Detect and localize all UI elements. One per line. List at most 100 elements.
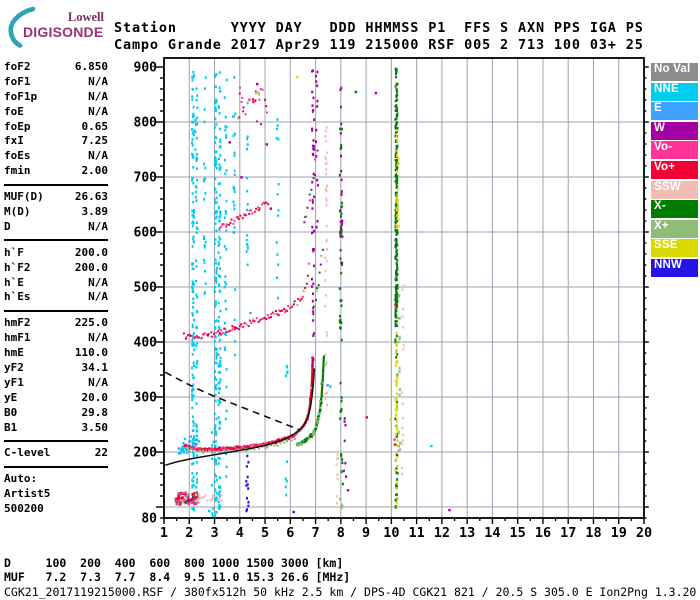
svg-text:500: 500: [134, 281, 158, 296]
svg-text:400: 400: [134, 336, 158, 351]
parameter-panel: foF2 6.850 foF1 N/A foF1p N/A foE N/A foEp 0.65 fx…: [4, 60, 108, 517]
param-row-foes: foEs N/A: [4, 149, 108, 164]
param-value: 0.65: [81, 119, 109, 133]
plot-ticks: [156, 66, 649, 524]
legend-item-no-val: No Val: [651, 63, 698, 81]
param-label: foEs: [4, 149, 31, 163]
svg-text:300: 300: [134, 391, 158, 406]
param-label: hmF1: [4, 331, 31, 345]
param-value: 3.89: [81, 205, 109, 219]
svg-text:3: 3: [210, 525, 218, 541]
param-label: M(D): [4, 205, 31, 219]
param-label: foE: [4, 104, 24, 118]
param-value: 22: [94, 446, 108, 460]
legend-item-vo-: Vo-: [651, 141, 698, 160]
param-row-hmf1: hmF1 N/A: [4, 331, 108, 346]
param-value: N/A: [88, 74, 108, 88]
param-label: foF1: [4, 74, 31, 88]
legend-item-e: E: [651, 102, 698, 121]
param-label: yF2: [4, 361, 24, 375]
param-row-yf2: yF2 34.1: [4, 361, 108, 376]
param-label: hmF2: [4, 316, 31, 330]
param-value: N/A: [88, 275, 108, 289]
param-row-mufd: MUF(D) 26.63: [4, 190, 108, 205]
param-label: fxI: [4, 134, 24, 148]
param-value: N/A: [88, 290, 108, 304]
param-row-hmf2: hmF2 225.0: [4, 316, 108, 331]
param-label: Auto:: [4, 472, 38, 486]
param-label: D: [4, 219, 11, 233]
param-row-ye: yE 20.0: [4, 391, 108, 406]
svg-text:16: 16: [535, 525, 551, 541]
svg-text:18: 18: [585, 525, 601, 541]
param-label: h`Es: [4, 290, 31, 304]
logo-lowell-text: Lowell: [68, 10, 105, 24]
param-value: 3.50: [81, 420, 109, 434]
legend-item-nnw: NNW: [651, 258, 698, 277]
svg-text:200: 200: [134, 446, 158, 461]
header-line2: Campo Grande 2017 Apr29 119 215000 RSF 0…: [114, 37, 644, 53]
svg-text:11: 11: [408, 525, 424, 541]
svg-text:17: 17: [560, 525, 576, 541]
param-label: h`F: [4, 245, 24, 259]
param-divider: [4, 183, 108, 186]
param-row-hf2: h`F2 200.0: [4, 261, 108, 276]
svg-text:15: 15: [510, 525, 526, 541]
param-value: N/A: [88, 375, 108, 389]
param-label: h`E: [4, 275, 24, 289]
param-row-hf: h`F 200.0: [4, 246, 108, 261]
legend-item-sse: SSE: [651, 239, 698, 258]
param-value: N/A: [88, 331, 108, 345]
param-label: foF2: [4, 60, 31, 73]
param-row-500200: 500200: [4, 502, 108, 517]
svg-text:2: 2: [185, 525, 193, 541]
svg-text:800: 800: [134, 116, 158, 131]
param-value: 110.0: [74, 346, 108, 360]
param-divider: [4, 439, 108, 442]
file-info-row: CGK21_2017119215000.RSF / 380fx512h 50 k…: [4, 585, 697, 599]
param-divider: [4, 465, 108, 468]
svg-text:12: 12: [434, 525, 450, 541]
param-label: C-level: [4, 446, 51, 460]
param-row-foep: foEp 0.65: [4, 120, 108, 135]
param-label: yE: [4, 390, 18, 404]
svg-text:20: 20: [636, 525, 652, 541]
svg-text:9: 9: [362, 525, 370, 541]
param-label: yF1: [4, 375, 24, 389]
svg-text:80: 80: [141, 512, 157, 527]
param-row-auto: Auto:: [4, 472, 108, 487]
legend-item-w: W: [651, 121, 698, 140]
param-row-artist5: Artist5: [4, 487, 108, 502]
logo-digisonde-text: DIGISONDE: [23, 24, 103, 40]
param-row-d: D N/A: [4, 220, 108, 235]
legend-item-vo-: Vo+: [651, 160, 698, 179]
param-value: N/A: [88, 104, 108, 118]
svg-text:10: 10: [383, 525, 399, 541]
param-label: B1: [4, 420, 18, 434]
param-value: 200.0: [74, 260, 108, 274]
param-label: foEp: [4, 119, 31, 133]
rfi-columns: [190, 67, 405, 517]
param-row-hes: h`Es N/A: [4, 290, 108, 305]
isolated-echo-dots: [207, 76, 451, 514]
echo-clusters: [174, 86, 269, 506]
param-row-fof2: foF2 6.850: [4, 60, 108, 75]
svg-text:14: 14: [484, 525, 500, 541]
muf-row: MUF 7.2 7.3 7.7 8.4 9.5 11.0 15.3 26.6 […: [4, 570, 351, 584]
svg-text:13: 13: [459, 525, 475, 541]
param-value: N/A: [88, 89, 108, 103]
echo-traces: [182, 149, 325, 455]
param-value: 34.1: [81, 361, 109, 375]
legend-item-x-: X-: [651, 200, 698, 219]
param-row-foe: foE N/A: [4, 105, 108, 120]
logo-arc-icon: [8, 6, 36, 48]
svg-text:7: 7: [312, 525, 320, 541]
echo-direction-legend: No Val NNE E W Vo- Vo+ SSW X- X+ SSE NNW: [651, 63, 698, 279]
param-value: N/A: [88, 149, 108, 163]
svg-text:1: 1: [160, 525, 168, 541]
param-divider: [4, 309, 108, 312]
param-label: Artist5: [4, 487, 51, 501]
